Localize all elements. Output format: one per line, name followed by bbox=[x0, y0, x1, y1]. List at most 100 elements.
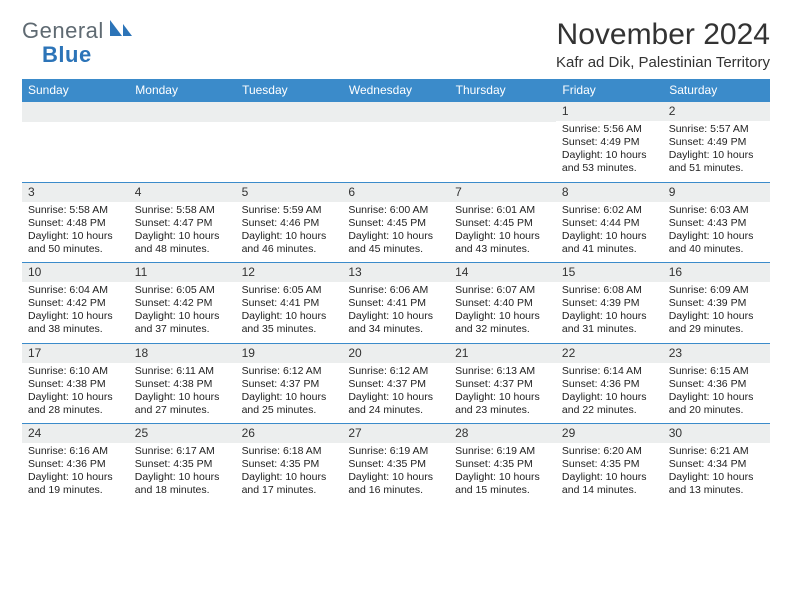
sunrise-line: Sunrise: 6:12 AM bbox=[348, 365, 443, 378]
day-body: Sunrise: 6:05 AMSunset: 4:42 PMDaylight:… bbox=[129, 282, 236, 343]
sunrise-line: Sunrise: 5:58 AM bbox=[28, 204, 123, 217]
sunset-line: Sunset: 4:35 PM bbox=[242, 458, 337, 471]
sunset-line: Sunset: 4:36 PM bbox=[28, 458, 123, 471]
daylight-line: Daylight: 10 hours and 24 minutes. bbox=[348, 391, 443, 417]
day-body: Sunrise: 6:12 AMSunset: 4:37 PMDaylight:… bbox=[342, 363, 449, 424]
day-body: Sunrise: 6:06 AMSunset: 4:41 PMDaylight:… bbox=[342, 282, 449, 343]
calendar-cell: 27Sunrise: 6:19 AMSunset: 4:35 PMDayligh… bbox=[342, 424, 449, 504]
calendar-cell: 30Sunrise: 6:21 AMSunset: 4:34 PMDayligh… bbox=[663, 424, 770, 504]
daylight-line: Daylight: 10 hours and 53 minutes. bbox=[562, 149, 657, 175]
daylight-line: Daylight: 10 hours and 50 minutes. bbox=[28, 230, 123, 256]
sunrise-line: Sunrise: 6:09 AM bbox=[669, 284, 764, 297]
page-title: November 2024 bbox=[22, 18, 770, 52]
weekday-header: Sunday bbox=[22, 79, 129, 102]
daylight-line: Daylight: 10 hours and 45 minutes. bbox=[348, 230, 443, 256]
day-body: Sunrise: 6:00 AMSunset: 4:45 PMDaylight:… bbox=[342, 202, 449, 263]
day-body: Sunrise: 6:01 AMSunset: 4:45 PMDaylight:… bbox=[449, 202, 556, 263]
day-body: Sunrise: 6:19 AMSunset: 4:35 PMDaylight:… bbox=[342, 443, 449, 504]
brand-logo: General Blue bbox=[22, 18, 134, 44]
sunrise-line: Sunrise: 6:18 AM bbox=[242, 445, 337, 458]
calendar-cell: 19Sunrise: 6:12 AMSunset: 4:37 PMDayligh… bbox=[236, 343, 343, 424]
sunrise-line: Sunrise: 6:16 AM bbox=[28, 445, 123, 458]
calendar-cell: 20Sunrise: 6:12 AMSunset: 4:37 PMDayligh… bbox=[342, 343, 449, 424]
sunrise-line: Sunrise: 5:58 AM bbox=[135, 204, 230, 217]
day-number: 30 bbox=[663, 424, 770, 443]
daylight-line: Daylight: 10 hours and 15 minutes. bbox=[455, 471, 550, 497]
sunset-line: Sunset: 4:34 PM bbox=[669, 458, 764, 471]
weekday-header: Friday bbox=[556, 79, 663, 102]
day-number: 23 bbox=[663, 344, 770, 363]
calendar-cell: 7Sunrise: 6:01 AMSunset: 4:45 PMDaylight… bbox=[449, 182, 556, 263]
day-body: Sunrise: 5:58 AMSunset: 4:48 PMDaylight:… bbox=[22, 202, 129, 263]
daylight-line: Daylight: 10 hours and 48 minutes. bbox=[135, 230, 230, 256]
daylight-line: Daylight: 10 hours and 34 minutes. bbox=[348, 310, 443, 336]
calendar-row: 24 Sunrise: 6:16 AMSunset: 4:36 PM Dayligh… bbox=[22, 424, 770, 504]
daylight-line: Daylight: 10 hours and 17 minutes. bbox=[242, 471, 337, 497]
daylight-line: Daylight: 10 hours and 35 minutes. bbox=[242, 310, 337, 336]
calendar-row: 10Sunrise: 6:04 AMSunset: 4:42 PMDayligh… bbox=[22, 263, 770, 344]
sunset-line: Sunset: 4:40 PM bbox=[455, 297, 550, 310]
daylight-line: Daylight: 10 hours and 16 minutes. bbox=[348, 471, 443, 497]
sunrise-line: Sunrise: 6:03 AM bbox=[669, 204, 764, 217]
day-number: 12 bbox=[236, 263, 343, 282]
calendar-cell: 1Sunrise: 5:56 AMSunset: 4:49 PMDaylight… bbox=[556, 102, 663, 183]
sunrise-line: Sunrise: 6:19 AM bbox=[348, 445, 443, 458]
calendar-cell: 23Sunrise: 6:15 AMSunset: 4:36 PMDayligh… bbox=[663, 343, 770, 424]
calendar-cell: 26Sunrise: 6:18 AMSunset: 4:35 PMDayligh… bbox=[236, 424, 343, 504]
sunset-line: Sunset: 4:48 PM bbox=[28, 217, 123, 230]
calendar-cell: 13Sunrise: 6:06 AMSunset: 4:41 PMDayligh… bbox=[342, 263, 449, 344]
daylight-line: Daylight: 10 hours and 46 minutes. bbox=[242, 230, 337, 256]
calendar-cell: 5Sunrise: 5:59 AMSunset: 4:46 PMDaylight… bbox=[236, 182, 343, 263]
day-number: 27 bbox=[342, 424, 449, 443]
calendar-cell: 14Sunrise: 6:07 AMSunset: 4:40 PMDayligh… bbox=[449, 263, 556, 344]
calendar-cell: 25Sunrise: 6:17 AMSunset: 4:35 PMDayligh… bbox=[129, 424, 236, 504]
sunset-line: Sunset: 4:41 PM bbox=[348, 297, 443, 310]
day-body: Sunrise: 6:19 AMSunset: 4:35 PMDaylight:… bbox=[449, 443, 556, 504]
sunset-line: Sunset: 4:46 PM bbox=[242, 217, 337, 230]
sunrise-line: Sunrise: 6:07 AM bbox=[455, 284, 550, 297]
weekday-header: Wednesday bbox=[342, 79, 449, 102]
calendar-cell: 16Sunrise: 6:09 AMSunset: 4:39 PMDayligh… bbox=[663, 263, 770, 344]
day-number: 4 bbox=[129, 183, 236, 202]
sunset-line: Sunset: 4:39 PM bbox=[562, 297, 657, 310]
day-body: Sunrise: 6:10 AMSunset: 4:38 PMDaylight:… bbox=[22, 363, 129, 424]
day-number: 13 bbox=[342, 263, 449, 282]
calendar-cell: 11Sunrise: 6:05 AMSunset: 4:42 PMDayligh… bbox=[129, 263, 236, 344]
calendar-cell: 12Sunrise: 6:05 AMSunset: 4:41 PMDayligh… bbox=[236, 263, 343, 344]
sunrise-line: Sunrise: 6:20 AM bbox=[562, 445, 657, 458]
sunrise-line: Sunrise: 6:17 AM bbox=[135, 445, 230, 458]
calendar-cell-empty bbox=[449, 102, 556, 183]
sunrise-line: Sunrise: 6:01 AM bbox=[455, 204, 550, 217]
sunrise-line: Sunrise: 6:05 AM bbox=[242, 284, 337, 297]
daylight-line: Daylight: 10 hours and 29 minutes. bbox=[669, 310, 764, 336]
calendar-row: 3Sunrise: 5:58 AMSunset: 4:48 PMDaylight… bbox=[22, 182, 770, 263]
sunset-line: Sunset: 4:36 PM bbox=[669, 378, 764, 391]
daylight-line: Daylight: 10 hours and 18 minutes. bbox=[135, 471, 230, 497]
day-body: Sunrise: 6:17 AMSunset: 4:35 PMDaylight:… bbox=[129, 443, 236, 504]
day-body: Sunrise: 6:02 AMSunset: 4:44 PMDaylight:… bbox=[556, 202, 663, 263]
calendar-cell: 17Sunrise: 6:10 AMSunset: 4:38 PMDayligh… bbox=[22, 343, 129, 424]
day-number: 16 bbox=[663, 263, 770, 282]
sunset-line: Sunset: 4:49 PM bbox=[562, 136, 657, 149]
sunset-line: Sunset: 4:37 PM bbox=[242, 378, 337, 391]
weekday-row: SundayMondayTuesdayWednesdayThursdayFrid… bbox=[22, 79, 770, 102]
day-number: 5 bbox=[236, 183, 343, 202]
daylight-line: Daylight: 10 hours and 31 minutes. bbox=[562, 310, 657, 336]
day-number: 11 bbox=[129, 263, 236, 282]
day-number: 29 bbox=[556, 424, 663, 443]
sunrise-line: Sunrise: 6:00 AM bbox=[348, 204, 443, 217]
sunset-line: Sunset: 4:47 PM bbox=[135, 217, 230, 230]
day-body: Sunrise: 6:21 AMSunset: 4:34 PMDaylight:… bbox=[663, 443, 770, 504]
calendar-table: SundayMondayTuesdayWednesdayThursdayFrid… bbox=[22, 79, 770, 504]
daylight-line: Daylight: 10 hours and 28 minutes. bbox=[28, 391, 123, 417]
day-number: 7 bbox=[449, 183, 556, 202]
sunset-line: Sunset: 4:43 PM bbox=[669, 217, 764, 230]
day-body: Sunrise: 6:04 AMSunset: 4:42 PMDaylight:… bbox=[22, 282, 129, 343]
day-number: 24 bbox=[22, 424, 129, 443]
sunrise-line: Sunrise: 6:05 AM bbox=[135, 284, 230, 297]
sunset-line: Sunset: 4:44 PM bbox=[562, 217, 657, 230]
calendar-cell: 18Sunrise: 6:11 AMSunset: 4:38 PMDayligh… bbox=[129, 343, 236, 424]
daylight-line: Daylight: 10 hours and 40 minutes. bbox=[669, 230, 764, 256]
daylight-line: Daylight: 10 hours and 51 minutes. bbox=[669, 149, 764, 175]
sunrise-line: Sunrise: 6:21 AM bbox=[669, 445, 764, 458]
